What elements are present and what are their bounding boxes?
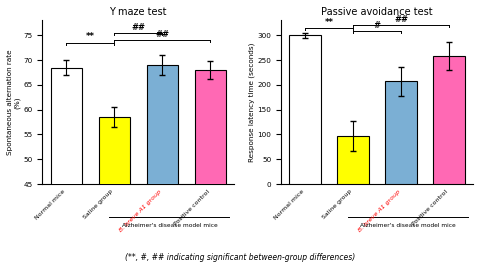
Bar: [146, 65, 178, 263]
Bar: [98, 117, 130, 263]
Text: Alzheimer's disease model mice: Alzheimer's disease model mice: [121, 223, 217, 228]
Text: Normal mice: Normal mice: [34, 189, 66, 221]
Text: Alzheimer's disease model mice: Alzheimer's disease model mice: [360, 223, 456, 228]
Text: ##: ##: [394, 15, 408, 24]
Text: B. breve A1 group: B. breve A1 group: [118, 189, 162, 233]
Y-axis label: Spontaneous alternation rate
(%): Spontaneous alternation rate (%): [7, 49, 21, 155]
Text: Normal mice: Normal mice: [273, 189, 305, 221]
Text: Saline group: Saline group: [322, 189, 353, 220]
Text: **: **: [86, 33, 95, 42]
Text: Positive control: Positive control: [411, 189, 449, 226]
Text: Positive control: Positive control: [173, 189, 210, 226]
Bar: [194, 70, 226, 263]
Title: Y maze test: Y maze test: [109, 7, 167, 17]
Y-axis label: Response latency time (seconds): Response latency time (seconds): [248, 43, 254, 162]
Bar: [289, 35, 321, 184]
Bar: [50, 68, 82, 263]
Text: ##: ##: [131, 23, 145, 32]
Bar: [433, 56, 465, 184]
Text: ##: ##: [155, 30, 169, 39]
Title: Passive avoidance test: Passive avoidance test: [321, 7, 433, 17]
Bar: [337, 136, 369, 184]
Text: Saline group: Saline group: [83, 189, 114, 220]
Text: **: **: [324, 18, 334, 27]
Text: B. breve A1 group: B. breve A1 group: [357, 189, 401, 233]
Bar: [385, 82, 417, 184]
Text: (**, #, ## indicating significant between-group differences): (**, #, ## indicating significant betwee…: [125, 253, 355, 262]
Text: #: #: [373, 21, 381, 30]
